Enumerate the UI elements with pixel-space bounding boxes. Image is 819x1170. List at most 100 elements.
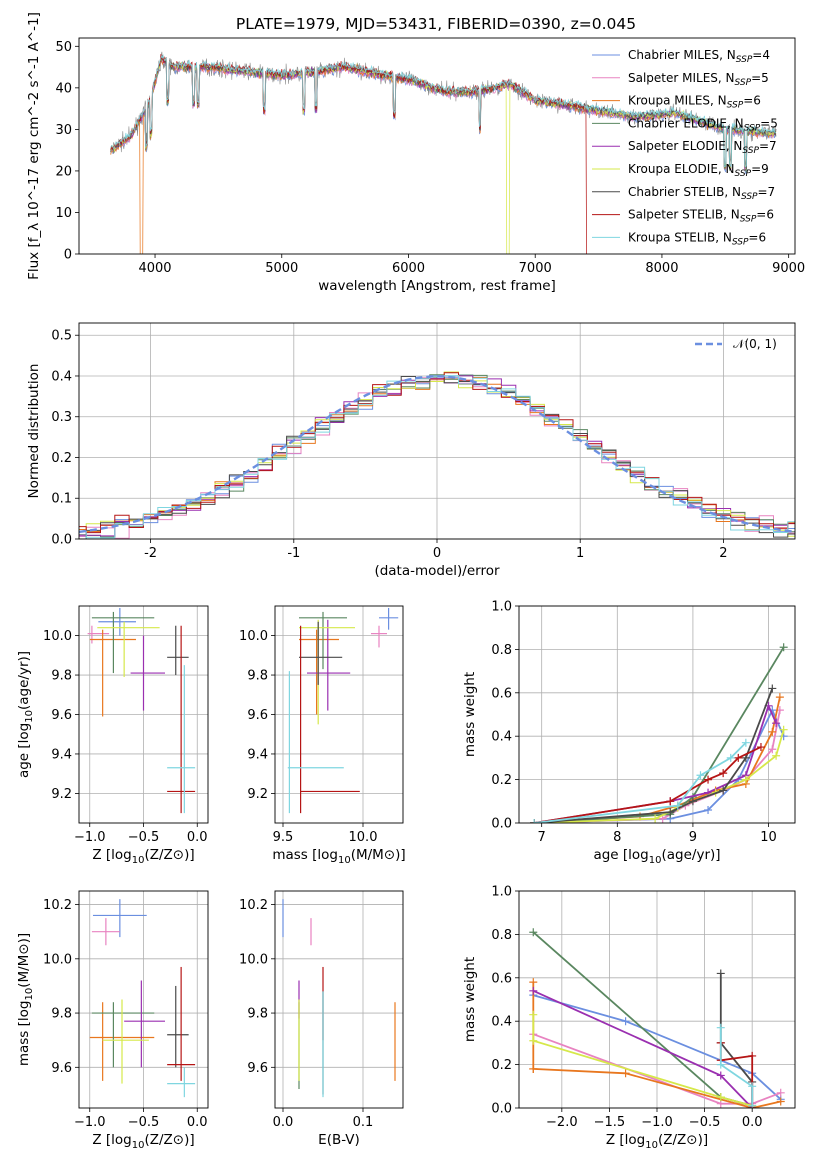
data-point xyxy=(530,819,539,823)
y-tick-label: 0 xyxy=(64,248,72,263)
axes-frame xyxy=(78,890,209,1109)
data-point xyxy=(779,725,788,734)
histogram-salpeter-stelib xyxy=(79,372,795,534)
x-tick-label: 0.1 xyxy=(353,1115,374,1130)
data-point xyxy=(666,797,675,806)
x-axis-label: (data-model)/error xyxy=(374,563,500,579)
panel-residuals: -2 -1 0 1 2 0.0 0.1 0.2 0.3 0.4 0.5 (data-model)/er… xyxy=(26,322,796,579)
x-tick-label: 9.5 xyxy=(273,830,294,845)
x-tick-label: 0.0 xyxy=(187,830,208,845)
legend-entry: 𝒩(0, 1) xyxy=(733,337,777,351)
data-point xyxy=(775,693,784,702)
axes-frame xyxy=(274,605,404,824)
y-axis-label: mass [log10(M/M⊙)] xyxy=(16,933,35,1066)
model-spectrum-salpeter-stelib xyxy=(110,53,588,254)
model-spectrum-kroupa-stelib xyxy=(110,53,777,168)
axes-frame xyxy=(78,37,796,255)
x-tick-label: −0.5 xyxy=(128,1115,160,1130)
legend-entry: Chabrier ELODIE, NSSP=5 xyxy=(628,116,778,133)
y-tick-label: 0.5 xyxy=(51,329,72,344)
x-tick-label: 0.0 xyxy=(273,1115,294,1130)
data-point xyxy=(756,743,765,752)
x-tick-label: 10 xyxy=(760,830,777,845)
x-tick-label: −0.5 xyxy=(689,1115,721,1130)
axes-frame xyxy=(78,605,209,824)
legend-entry: Salpeter STELIB, NSSP=6 xyxy=(628,208,774,225)
y-axis-label: mass weight xyxy=(462,672,478,757)
y-tick-label: 10.2 xyxy=(43,898,72,913)
y-tick-label: 0.4 xyxy=(51,369,72,384)
data-point xyxy=(768,727,777,736)
y-axis-label: Normed distribution xyxy=(26,364,42,499)
y-tick-label: 9.8 xyxy=(247,669,268,684)
x-axis-label: mass [log10(M/M⊙)] xyxy=(272,847,405,866)
x-axis-label: Z [log10(Z/Z⊙)] xyxy=(606,1132,708,1151)
x-tick-label: 1 xyxy=(576,546,584,561)
y-tick-label: 9.2 xyxy=(247,787,268,802)
data-point xyxy=(779,643,788,652)
y-tick-label: 9.6 xyxy=(51,1061,72,1076)
x-tick-label: 0 xyxy=(433,546,441,561)
axes-frame xyxy=(518,605,796,824)
x-tick-label: 4000 xyxy=(138,261,171,276)
plot-area xyxy=(79,371,795,539)
data-point xyxy=(741,775,750,784)
legend-entry: Salpeter ELODIE, NSSP=7 xyxy=(628,139,777,156)
panel-age-vs-Z: −1.0 −0.5 0.0 9.2 9.4 9.6 9.8 10.0 Z [log10(Z/Z⊙… xyxy=(16,605,209,866)
y-axis-label: Flux [f_λ 10^-17 erg cm^-2 s^-1 A^-1] xyxy=(26,12,42,280)
data-point xyxy=(772,751,781,760)
series-line xyxy=(719,973,754,1108)
x-tick-label: −1.0 xyxy=(74,1115,106,1130)
plot-area xyxy=(529,928,785,1108)
axes-frame xyxy=(78,322,796,540)
y-tick-label: 0.1 xyxy=(51,492,72,507)
x-tick-label: 9 xyxy=(689,830,697,845)
y-tick-label: 9.8 xyxy=(51,1007,72,1022)
y-tick-label: 0.4 xyxy=(491,730,512,745)
y-tick-label: 10.0 xyxy=(239,629,268,644)
data-point xyxy=(716,1060,725,1069)
data-point xyxy=(529,1064,538,1073)
x-tick-label: 8000 xyxy=(645,261,678,276)
histogram-kroupa-elodie xyxy=(79,371,795,537)
y-tick-label: 9.6 xyxy=(247,708,268,723)
data-point xyxy=(529,1010,538,1019)
x-tick-label: −1.0 xyxy=(641,1115,673,1130)
legend-entry: Kroupa MILES, NSSP=6 xyxy=(628,94,761,111)
y-tick-label: 10.0 xyxy=(43,952,72,967)
data-point xyxy=(726,753,735,762)
y-axis-label: mass weight xyxy=(462,957,478,1042)
data-point xyxy=(651,814,660,823)
data-point xyxy=(741,738,750,747)
histogram-kroupa-stelib xyxy=(79,375,795,539)
y-tick-label: 0.2 xyxy=(491,1058,512,1073)
legend-entry: Kroupa STELIB, NSSP=6 xyxy=(628,230,766,247)
plot-area xyxy=(89,899,196,1098)
x-tick-label: -1 xyxy=(287,546,300,561)
y-tick-label: 0.3 xyxy=(51,410,72,425)
series-line xyxy=(533,703,777,823)
panel-mass-vs-EBV: 0.0 0.1 9.6 9.8 10.0 10.2 E(B-V) xyxy=(239,890,404,1148)
data-point xyxy=(772,719,781,728)
data-point xyxy=(776,1097,785,1106)
data-point xyxy=(666,808,675,817)
x-tick-label: 6000 xyxy=(392,261,425,276)
x-tick-label: −1.5 xyxy=(594,1115,626,1130)
series-line xyxy=(532,989,753,1108)
y-tick-label: 9.4 xyxy=(247,747,268,762)
data-point xyxy=(768,684,777,693)
panel-massweight-vs-Z: −2.0 −1.5 −1.0 −0.5 0.0 0.0 0.2 0.4 0.6 0.8 1.0 Z [… xyxy=(462,885,796,1151)
y-tick-label: 9.8 xyxy=(247,1007,268,1022)
panel-spectrum: 4000 5000 6000 7000 8000 9000 0 10 20 30 40 50 wavel… xyxy=(26,12,805,294)
y-tick-label: 0.8 xyxy=(491,928,512,943)
data-point xyxy=(673,801,682,810)
y-tick-label: 9.4 xyxy=(51,747,72,762)
y-tick-label: 10.2 xyxy=(239,898,268,913)
y-tick-label: 40 xyxy=(55,81,72,96)
series-line xyxy=(533,746,762,823)
data-point xyxy=(716,1071,725,1080)
y-tick-label: 0.2 xyxy=(51,451,72,466)
data-point xyxy=(621,1069,630,1078)
x-tick-label: 7000 xyxy=(519,261,552,276)
